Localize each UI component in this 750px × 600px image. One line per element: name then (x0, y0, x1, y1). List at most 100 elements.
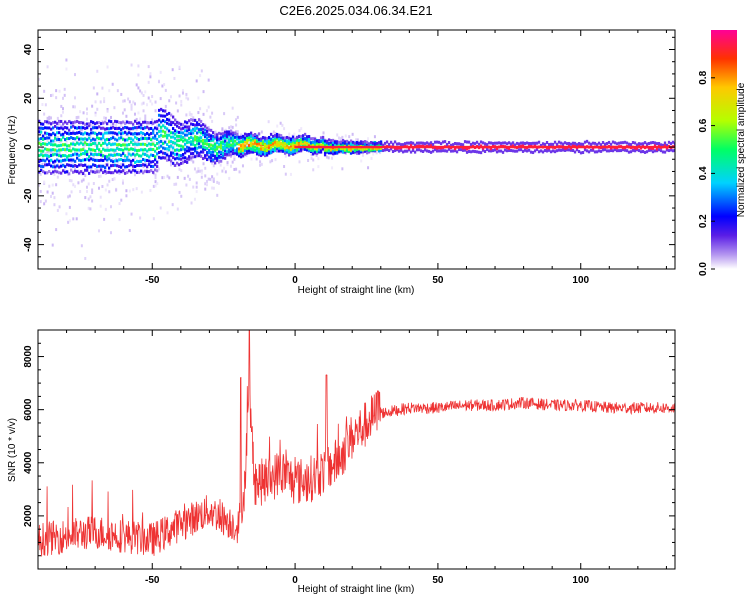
spectrogram-cell (631, 141, 635, 145)
spectrogram-cell (51, 131, 55, 135)
spectrogram-cell (253, 148, 257, 152)
spectrogram-cell (231, 140, 235, 144)
spectrogram-cell (137, 148, 141, 152)
spectrogram-cell (173, 157, 177, 161)
spectrogram-cell (285, 142, 289, 146)
spectrogram-cell (189, 147, 193, 151)
spectrogram-cell (341, 167, 344, 171)
spectrogram-cell (593, 141, 597, 145)
spectrogram-cell (243, 144, 247, 148)
spectrogram-cell (543, 149, 547, 153)
spectrogram-cell (125, 126, 129, 130)
spectrogram-cell (331, 143, 335, 147)
spectrogram-cell (51, 160, 55, 164)
spectrogram-cell (167, 154, 171, 158)
spectrogram-cell (131, 132, 135, 136)
spectrogram-cell (229, 134, 232, 138)
spectrogram-cell (109, 137, 113, 141)
spectrogram-cell (247, 136, 251, 140)
spectrogram-cell (51, 148, 55, 152)
spectrogram-cell (369, 148, 373, 152)
spectrogram-cell (261, 142, 265, 146)
spectrogram-cell (191, 118, 195, 122)
spectrogram-cell (155, 127, 159, 131)
spectrogram-cell (247, 151, 251, 155)
spectrogram-cell (169, 95, 172, 99)
spectrogram-cell (75, 152, 79, 156)
spectrogram-cell (87, 136, 91, 140)
spectrogram-cell (411, 141, 415, 145)
spectrogram-cell (288, 132, 291, 136)
spectrogram-cell (673, 148, 675, 152)
spectrogram-cell (203, 132, 207, 136)
spectrogram-cell (317, 148, 321, 152)
spectrogram-cell (311, 140, 315, 144)
spectrogram-cell (263, 152, 267, 156)
spectrogram-cell (79, 128, 82, 132)
spectrogram-cell (185, 133, 189, 137)
spectrogram-cell (63, 87, 66, 91)
spectrogram-cell (59, 159, 63, 163)
spectrogram-cell (51, 143, 55, 147)
spectrogram-cell (335, 143, 339, 147)
spectrogram-cell (139, 169, 143, 173)
spectrogram-cell (107, 153, 111, 157)
spectrogram-cell (123, 143, 127, 147)
spectrogram-cell (135, 143, 139, 147)
spectrogram-cell (59, 148, 63, 152)
spectrogram-cell (101, 136, 105, 140)
spectrogram-cell (313, 140, 317, 144)
spectrogram-cell (179, 161, 183, 165)
spectrogram-cell (67, 120, 71, 124)
spectrogram-cell (91, 163, 95, 167)
spectrogram-cell (71, 137, 75, 141)
spectrogram-cell (183, 125, 187, 129)
spectrogram-cell (85, 143, 89, 147)
spectrogram-cell (563, 148, 567, 152)
spectrogram-cell (205, 147, 209, 151)
spectrogram-cell (317, 157, 320, 161)
spectrogram-cell (141, 171, 145, 175)
spectrogram-cell (673, 142, 675, 146)
spectrogram-cell (67, 132, 71, 136)
spectrogram-cell (63, 165, 67, 169)
spectrogram-cell (85, 126, 89, 130)
spectrogram-cell (77, 115, 80, 119)
spectrogram-cell (101, 147, 105, 151)
spectrogram-cell (44, 199, 47, 203)
spectrogram-cell (185, 121, 189, 125)
spectrogram-cell (187, 97, 190, 101)
spectrogram-cell (305, 140, 309, 144)
spectrogram-cell (63, 143, 67, 147)
spectrogram-cell (63, 126, 67, 130)
spectrogram-cell (55, 89, 58, 93)
spectrogram-cell (115, 152, 119, 156)
spectrogram-cell (359, 141, 363, 145)
spectrogram-cell (111, 131, 115, 135)
spectrogram-cell (207, 143, 211, 147)
snr-peak-point (377, 390, 379, 392)
spectrogram-cell (119, 128, 123, 132)
spectrogram-cell (87, 197, 90, 201)
spectrogram-cell (153, 149, 157, 153)
spectrogram-cell (135, 83, 138, 87)
spectrogram-cell (113, 142, 117, 146)
spectrogram-cell (603, 142, 607, 146)
spectrogram-cell (38, 119, 41, 123)
spectrogram-cell (283, 136, 287, 140)
spectrogram-cell (201, 131, 205, 135)
spectrogram-cell (189, 140, 193, 144)
spectrogram-cell (103, 120, 107, 124)
snr-xtick-label: 50 (432, 575, 444, 586)
spectrogram-cell (105, 170, 109, 174)
spectrogram-cell (115, 170, 119, 174)
spectrogram-cell (267, 141, 271, 145)
spectrogram-cell (329, 150, 333, 154)
spectrogram-cell (143, 142, 147, 146)
spectrogram-cell (627, 142, 631, 146)
spectrogram-cell (69, 154, 73, 158)
spectrogram-cell (185, 113, 188, 117)
spectrogram-cell (629, 143, 633, 147)
colorbar-gradient (711, 30, 737, 269)
colorbar-tick-label: 0.2 (698, 214, 709, 228)
